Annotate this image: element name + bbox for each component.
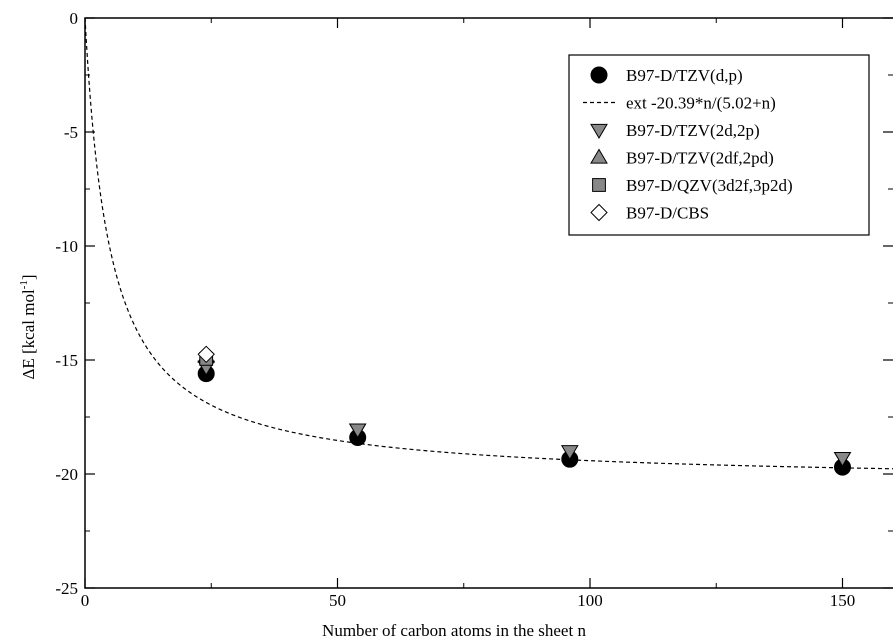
x-tick-label: 0: [81, 591, 90, 610]
data-point-triangle-down: [560, 445, 579, 461]
data-point-triangle-down: [833, 451, 852, 468]
legend-swatch-diamond: [590, 203, 608, 222]
x-tick-label: 100: [577, 591, 603, 610]
legend-label: B97-D/TZV(2df,2pd): [626, 149, 774, 168]
legend-swatch-circle: [590, 66, 608, 84]
y-tick-label: -20: [55, 465, 78, 484]
legend-label: B97-D/QZV(3d2f,3p2d): [626, 176, 793, 195]
legend: B97-D/TZV(d,p) ext -20.39*n/(5.02+n) B97-D…: [568, 54, 870, 236]
x-tick-label: 50: [329, 591, 346, 610]
legend-swatch-square: [592, 178, 606, 192]
data-point-triangle-down: [348, 423, 367, 439]
legend-label: ext -20.39*n/(5.02+n): [626, 94, 776, 113]
y-tick-label: -5: [64, 123, 78, 142]
legend-swatch-triangle-down: [590, 123, 608, 139]
x-tick-label: 150: [830, 591, 856, 610]
y-tick-label: -10: [55, 237, 78, 256]
y-tick-label: 0: [70, 9, 79, 28]
y-axis-label: ΔE [kcal mol-1]: [18, 274, 38, 379]
legend-label: B97-D/CBS: [626, 204, 709, 223]
fit-curve-line: [84, 17, 893, 470]
y-tick-label: -25: [55, 579, 78, 598]
legend-box: [568, 54, 870, 236]
legend-label: B97-D/TZV(d,p): [626, 66, 743, 85]
legend-swatch-triangle-up: [590, 148, 608, 164]
y-tick-label: -15: [55, 351, 78, 370]
legend-label: B97-D/TZV(2d,2p): [626, 121, 760, 140]
data-point-diamond: [197, 345, 215, 364]
x-axis-label: Number of carbon atoms in the sheet n: [322, 621, 586, 640]
